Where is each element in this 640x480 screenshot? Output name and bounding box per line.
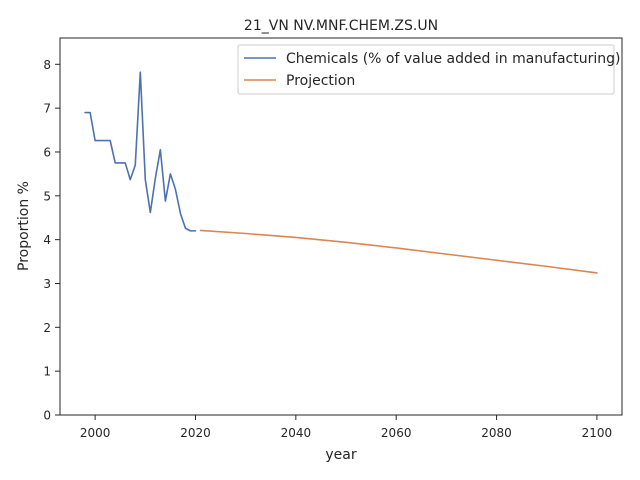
x-axis-label: year (325, 447, 356, 463)
y-tick-label: 3 (43, 277, 51, 291)
series-line-projection (199, 229, 598, 274)
y-tick-label: 7 (43, 102, 51, 116)
chart-title: 21_VN NV.MNF.CHEM.ZS.UN (244, 18, 438, 34)
x-tick-label: 2100 (582, 426, 613, 440)
y-tick-label: 2 (43, 321, 51, 335)
x-axis: 2000 2020 2040 2060 2080 2100 (80, 415, 612, 440)
x-tick-label: 2000 (80, 426, 111, 440)
legend-box (237, 44, 615, 95)
y-tick-label: 5 (43, 189, 51, 203)
legend-label-chemicals: Chemicals (% of value added in manufactu… (286, 51, 620, 67)
x-tick-label: 2040 (281, 426, 312, 440)
y-tick-label: 0 (43, 409, 51, 423)
x-tick-label: 2060 (381, 426, 412, 440)
y-tick-label: 4 (43, 233, 51, 247)
plot-area (84, 71, 598, 274)
x-tick-label: 2080 (481, 426, 512, 440)
y-tick-label: 8 (43, 58, 51, 72)
x-tick-label: 2020 (180, 426, 211, 440)
y-tick-label: 6 (43, 145, 51, 159)
series-line-chemicals (84, 71, 197, 232)
legend: Chemicals (% of value added in manufactu… (237, 44, 620, 95)
y-axis-label: Proportion % (16, 181, 32, 271)
legend-label-projection: Projection (286, 73, 355, 89)
axes-frame (59, 37, 623, 416)
y-axis: 0 1 2 3 4 5 6 7 8 (43, 58, 60, 423)
y-tick-label: 1 (43, 365, 51, 379)
